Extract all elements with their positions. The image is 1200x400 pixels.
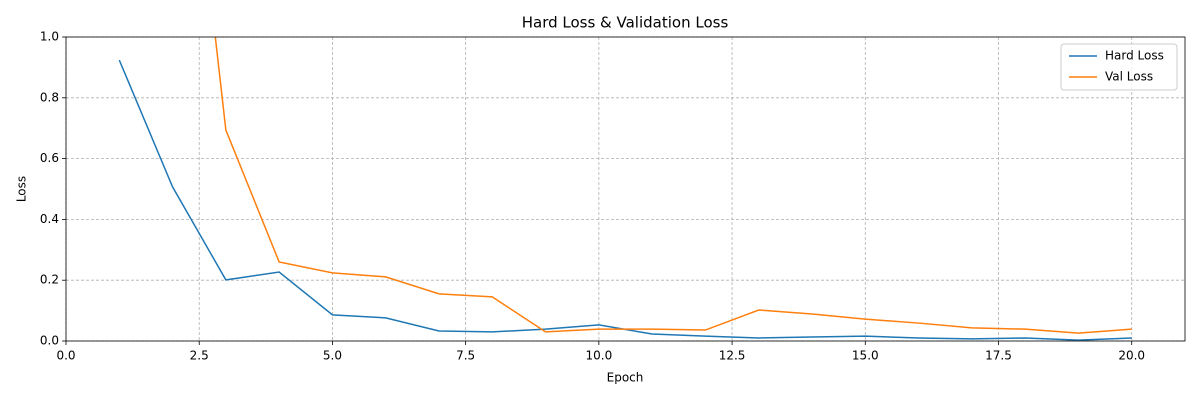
y-tick-label: 0.0 [40, 334, 59, 348]
x-axis-label: Epoch [607, 371, 644, 385]
y-tick-label: 1.0 [40, 30, 59, 44]
y-tick-label: 0.4 [40, 212, 59, 226]
series-line [214, 37, 1132, 334]
y-axis-label: Loss [15, 176, 29, 202]
x-tick-label: 2.5 [190, 349, 209, 363]
x-tick-label: 5.0 [323, 349, 342, 363]
x-tick-label: 7.5 [456, 349, 475, 363]
x-tick-label: 20.0 [1118, 349, 1145, 363]
x-tick-label: 12.5 [719, 349, 746, 363]
plot-frame [65, 36, 1186, 342]
axes: 0.0 2.5 5.0 7.5 10.0 12.5 15.0 17.5 20.0 0.0 0.2 0.… [40, 30, 1145, 363]
x-tick-label: 15.0 [852, 349, 879, 363]
y-tick-label: 0.6 [40, 151, 59, 165]
plot-lines [118, 37, 1132, 341]
legend: Hard Loss Val Loss [1060, 43, 1178, 91]
series-line [118, 59, 1132, 341]
legend-label: Val Loss [1105, 70, 1153, 84]
grid [65, 36, 1185, 342]
x-tick-label: 17.5 [985, 349, 1012, 363]
x-tick-label: 10.0 [585, 349, 612, 363]
chart-title: Hard Loss & Validation Loss [522, 14, 729, 32]
y-tick-label: 0.2 [40, 273, 59, 287]
y-tick-label: 0.8 [40, 90, 59, 104]
legend-label: Hard Loss [1105, 49, 1164, 63]
x-tick-label: 0.0 [56, 349, 75, 363]
